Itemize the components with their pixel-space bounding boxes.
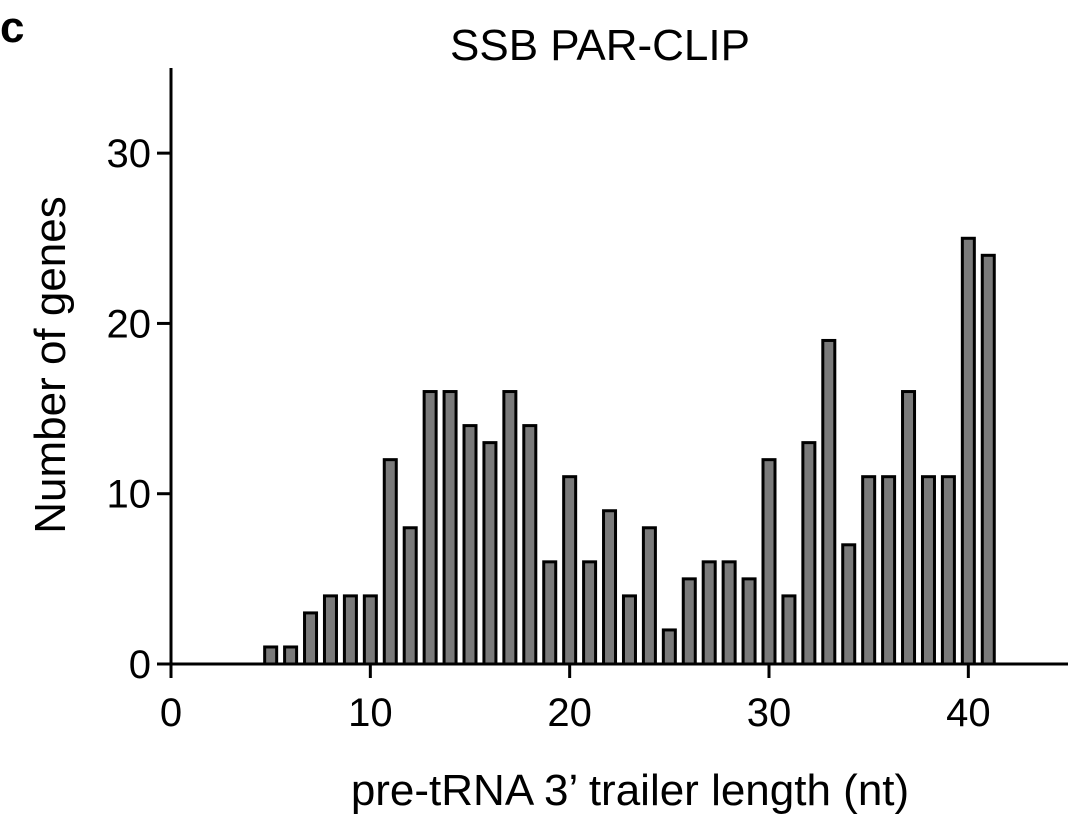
x-tick-label: 10 xyxy=(348,691,393,735)
y-axis-title: Number of genes xyxy=(26,196,75,534)
bar xyxy=(980,253,996,666)
bar xyxy=(881,475,897,666)
x-tick-label: 0 xyxy=(160,691,182,735)
bar xyxy=(940,475,956,666)
bar xyxy=(402,526,418,666)
axes-group: 0 10 20 30 0 10 20 30 40 xyxy=(107,68,1068,735)
bar xyxy=(661,628,677,666)
bar xyxy=(342,594,358,666)
y-tick-label: 10 xyxy=(107,473,152,517)
y-tick-label: 0 xyxy=(129,643,151,687)
bar xyxy=(522,424,538,666)
bar xyxy=(960,236,976,666)
bar xyxy=(303,611,319,666)
chart-title: SSB PAR-CLIP xyxy=(450,21,750,70)
bars-group xyxy=(263,236,996,666)
bar xyxy=(462,424,478,666)
bar xyxy=(920,475,936,666)
bar xyxy=(502,390,518,666)
bar xyxy=(681,577,697,666)
x-tick-label: 40 xyxy=(946,691,991,735)
bar xyxy=(761,458,777,666)
bar xyxy=(721,560,737,666)
bar xyxy=(861,475,877,666)
bar xyxy=(602,509,618,666)
bar xyxy=(263,645,279,666)
bar xyxy=(442,390,458,666)
bar xyxy=(741,577,757,666)
bar xyxy=(283,645,299,666)
panel-label: c xyxy=(0,3,24,52)
bar xyxy=(801,441,817,666)
bar xyxy=(841,543,857,666)
y-tick-label: 30 xyxy=(107,132,152,176)
bar xyxy=(382,458,398,666)
bar xyxy=(621,594,637,666)
bar xyxy=(821,338,837,666)
bar xyxy=(701,560,717,666)
y-tick-label: 20 xyxy=(107,302,152,346)
bar xyxy=(901,390,917,666)
bar xyxy=(781,594,797,666)
x-tick-label: 30 xyxy=(747,691,792,735)
bar xyxy=(562,475,578,666)
bar xyxy=(482,441,498,666)
bar xyxy=(542,560,558,666)
bar xyxy=(641,526,657,666)
bar xyxy=(422,390,438,666)
bar xyxy=(582,560,598,666)
x-tick-label: 20 xyxy=(547,691,592,735)
bar xyxy=(362,594,378,666)
bar xyxy=(322,594,338,666)
x-axis-title: pre-tRNA 3’ trailer length (nt) xyxy=(351,766,909,815)
